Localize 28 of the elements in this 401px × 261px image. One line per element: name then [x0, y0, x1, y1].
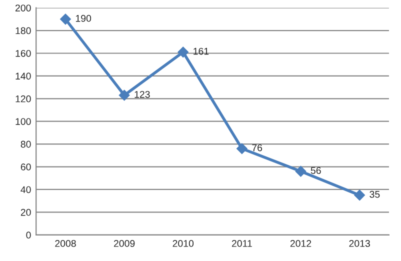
y-tick-label: 200 — [16, 4, 31, 12]
y-tick-label: 140 — [16, 72, 31, 80]
x-tick-label: 2009 — [114, 240, 135, 247]
x-tick-label: 2011 — [232, 240, 252, 247]
y-tick-label: 40 — [20, 186, 31, 194]
data-label: 123 — [134, 90, 150, 98]
y-tick-label: 60 — [20, 164, 31, 170]
y-tick-label: 80 — [20, 140, 31, 148]
x-tick-label: 2010 — [172, 240, 194, 247]
y-tick-label: 100 — [16, 118, 31, 125]
y-tick-label: 0 — [26, 232, 31, 239]
y-tick-label: 180 — [16, 27, 31, 34]
point — [178, 46, 189, 58]
data-label: 190 — [76, 14, 92, 22]
y-tick-label: 120 — [16, 95, 31, 102]
point — [354, 190, 365, 201]
data-label: 35 — [370, 190, 380, 198]
point — [295, 166, 306, 177]
x-tick-label: 2012 — [290, 240, 312, 247]
point — [236, 143, 248, 154]
x-tick-label: 2013 — [349, 240, 370, 247]
data-label: 56 — [310, 167, 321, 174]
point — [60, 14, 71, 25]
y-tick-label: 160 — [16, 50, 31, 57]
y-tick-label: 20 — [20, 208, 31, 216]
point — [118, 90, 130, 101]
data-label: 76 — [252, 144, 262, 152]
x-tick-label: 2008 — [55, 240, 76, 247]
